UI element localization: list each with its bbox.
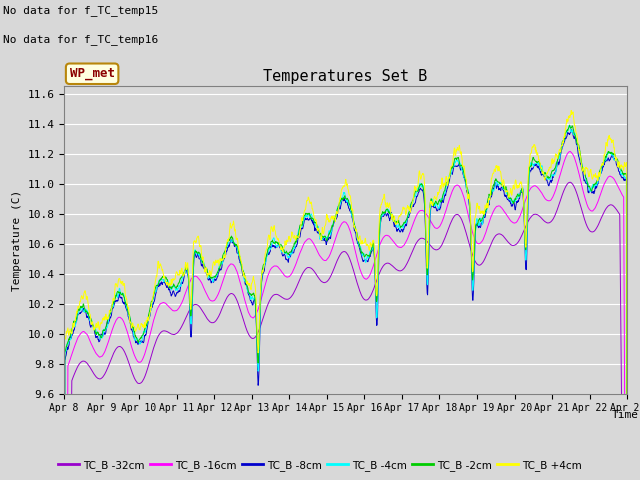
TC_B -16cm: [566, 148, 574, 154]
TC_B +4cm: [433, 194, 441, 200]
TC_B -8cm: [172, 293, 179, 299]
TC_B -8cm: [248, 302, 256, 308]
TC_B -2cm: [172, 285, 179, 290]
Title: Temperatures Set B: Temperatures Set B: [264, 69, 428, 84]
Line: TC_B -4cm: TC_B -4cm: [64, 125, 627, 480]
TC_B -4cm: [507, 195, 515, 201]
TC_B -8cm: [433, 208, 441, 214]
TC_B -8cm: [568, 127, 575, 132]
Legend: TC_B -32cm, TC_B -16cm, TC_B -8cm, TC_B -4cm, TC_B -2cm, TC_B +4cm: TC_B -32cm, TC_B -16cm, TC_B -8cm, TC_B …: [54, 456, 586, 475]
TC_B -4cm: [172, 287, 179, 293]
TC_B -8cm: [186, 292, 193, 298]
TC_B -16cm: [433, 226, 441, 231]
Text: No data for f_TC_temp16: No data for f_TC_temp16: [3, 34, 159, 45]
Text: WP_met: WP_met: [70, 67, 115, 80]
Line: TC_B +4cm: TC_B +4cm: [64, 110, 627, 480]
TC_B -16cm: [248, 315, 256, 321]
TC_B -4cm: [186, 290, 193, 296]
TC_B -32cm: [556, 198, 564, 204]
TC_B -2cm: [248, 291, 256, 297]
TC_B -16cm: [507, 218, 515, 224]
Line: TC_B -16cm: TC_B -16cm: [64, 151, 627, 480]
Text: No data for f_TC_temp15: No data for f_TC_temp15: [3, 5, 159, 16]
TC_B -32cm: [507, 241, 515, 247]
TC_B -4cm: [556, 150, 564, 156]
TC_B +4cm: [507, 186, 515, 192]
TC_B -2cm: [566, 122, 573, 128]
TC_B -4cm: [433, 202, 441, 207]
TC_B +4cm: [556, 148, 564, 154]
Line: TC_B -2cm: TC_B -2cm: [64, 125, 627, 480]
TC_B -2cm: [507, 196, 515, 202]
TC_B -32cm: [186, 308, 193, 313]
TC_B -32cm: [248, 336, 256, 341]
TC_B +4cm: [568, 108, 575, 113]
TC_B +4cm: [172, 273, 179, 278]
TC_B -32cm: [566, 180, 574, 185]
TC_B -32cm: [172, 331, 179, 337]
TC_B -16cm: [556, 171, 564, 177]
TC_B -8cm: [507, 201, 515, 206]
TC_B -32cm: [433, 247, 441, 252]
TC_B -2cm: [556, 150, 564, 156]
TC_B -16cm: [172, 308, 179, 313]
TC_B +4cm: [248, 279, 256, 285]
TC_B -2cm: [433, 201, 441, 206]
TC_B -4cm: [248, 294, 256, 300]
TC_B +4cm: [186, 280, 193, 286]
TC_B -8cm: [556, 153, 564, 158]
X-axis label: Time: Time: [611, 410, 639, 420]
Line: TC_B -32cm: TC_B -32cm: [64, 182, 627, 480]
Line: TC_B -8cm: TC_B -8cm: [64, 130, 627, 480]
TC_B -2cm: [186, 286, 193, 291]
TC_B -4cm: [566, 122, 573, 128]
Y-axis label: Temperature (C): Temperature (C): [12, 190, 22, 290]
TC_B -16cm: [186, 280, 193, 286]
